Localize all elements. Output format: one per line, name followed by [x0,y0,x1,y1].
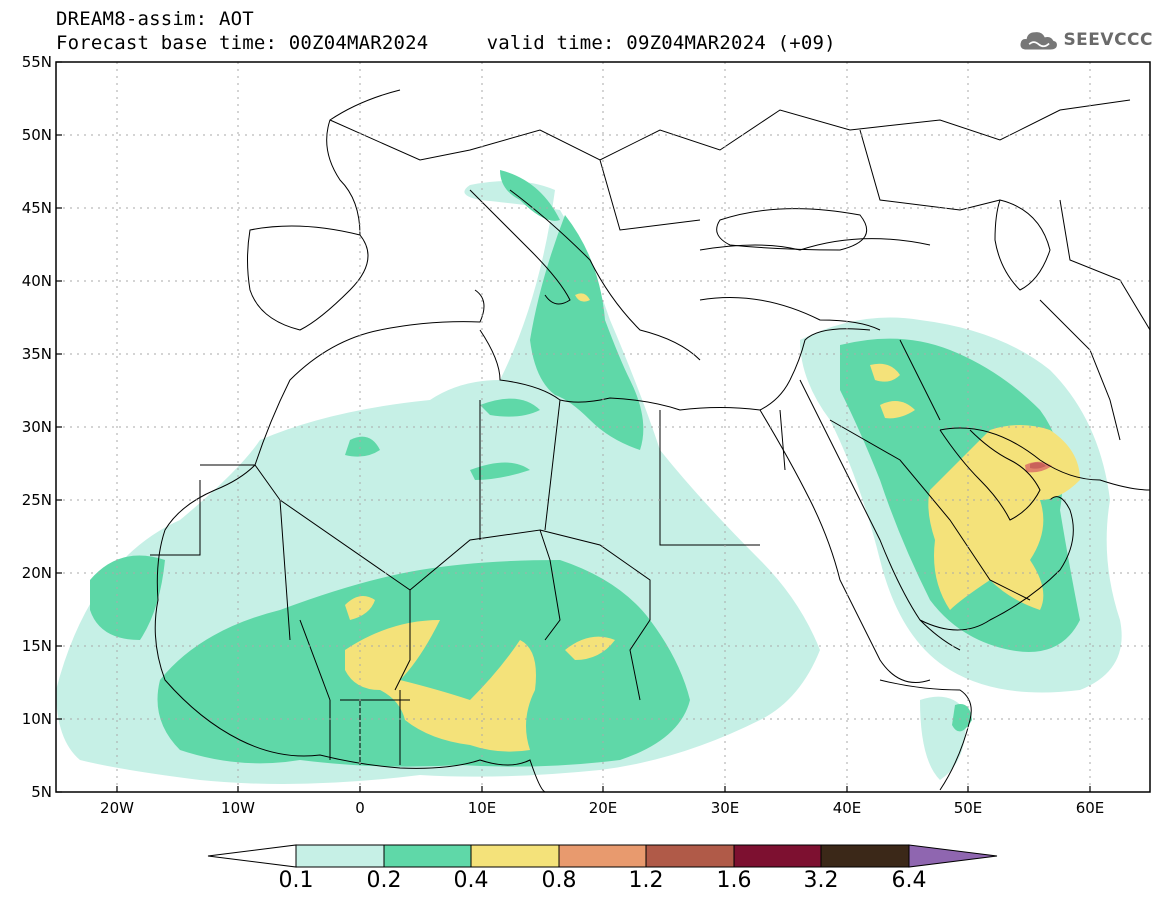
lat-label: 30N [22,418,52,436]
lat-labels: 5N 10N 15N 20N 25N 30N 35N 40N 45N 50N 5… [22,53,52,801]
graticule [56,62,1150,792]
colorbar-swatch [383,844,472,868]
cloud-icon [1020,32,1057,50]
aot-field [56,170,1122,784]
lon-label: 40E [833,799,862,817]
lat-label: 35N [22,345,52,363]
lat-label: 55N [22,53,52,71]
coastlines [150,89,1150,792]
lon-label: 20E [589,799,618,817]
colorbar-swatch [470,844,560,868]
colorbar-swatch [645,844,735,868]
colorbar-swatch [733,844,822,868]
colorbar [207,844,998,868]
tick-marks [56,61,1091,793]
colorbar-label: 3.2 [803,868,839,893]
lat-label: 25N [22,491,52,509]
colorbar-swatch [820,844,910,868]
colorbar-label: 1.2 [628,868,664,893]
colorbar-low-arrow [207,844,297,868]
lon-label: 10E [468,799,497,817]
lat-label: 45N [22,199,52,217]
title-line-1: DREAM8-assim: AOT [56,8,254,30]
colorbar-label: 0.1 [278,868,314,893]
lon-label: 30E [711,799,740,817]
logo-text: SEEVCCC [1063,30,1153,50]
title-line-2: Forecast base time: 00Z04MAR2024 valid t… [56,32,836,54]
lat-label: 5N [31,783,52,801]
colorbar-label: 1.6 [716,868,752,893]
lon-label: 0 [355,799,365,817]
colorbar-label: 0.4 [453,868,489,893]
lat-label: 15N [22,637,52,655]
lat-label: 50N [22,126,52,144]
colorbar-swatch [295,844,385,868]
lat-label: 10N [22,710,52,728]
aot-level-0.8 [1025,461,1052,473]
colorbar-swatch [558,844,647,868]
colorbar-high-arrow [908,844,998,868]
colorbar-label: 0.8 [541,868,577,893]
lon-label: 10W [221,799,255,817]
colorbar-label: 0.2 [366,868,402,893]
lat-label: 40N [22,272,52,290]
colorbar-label: 6.4 [891,868,927,893]
lon-label: 50E [954,799,983,817]
lon-labels: 20W 10W 0 10E 20E 30E 40E 50E 60E [100,799,1104,817]
lon-label: 60E [1076,799,1105,817]
seevccc-logo: SEEVCCC [1018,24,1153,56]
lon-label: 20W [100,799,134,817]
lat-label: 20N [22,564,52,582]
